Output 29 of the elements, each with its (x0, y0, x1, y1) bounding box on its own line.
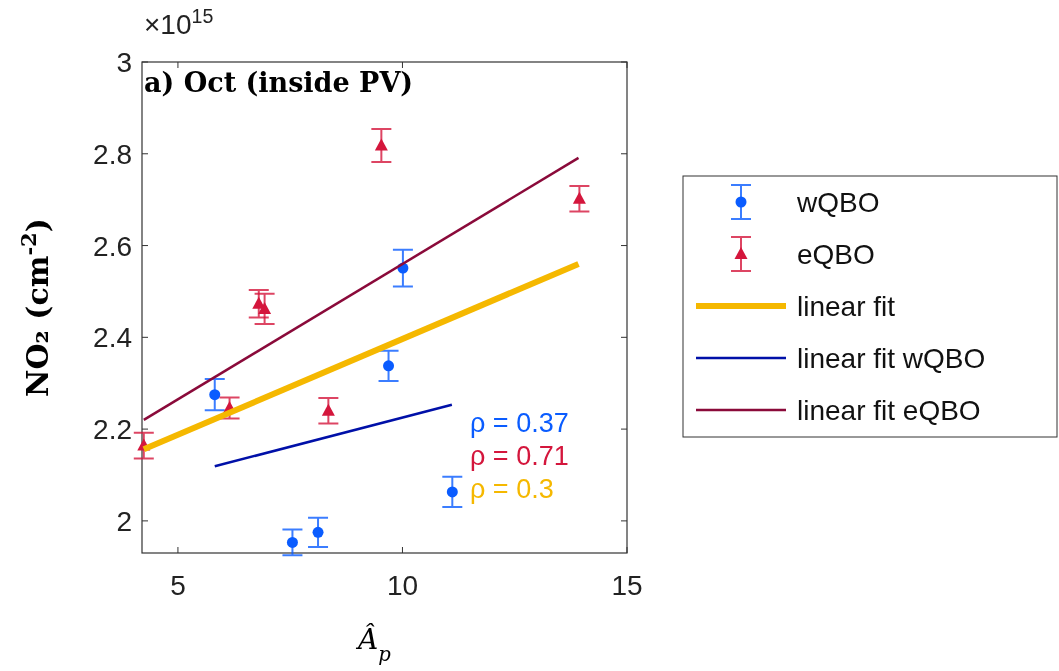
chart-title: a) Oct (inside PV) (144, 67, 414, 98)
legend-label: linear fit (797, 291, 896, 322)
y-tick-label: 2.6 (93, 230, 132, 262)
annotation: ρ = 0.37 (470, 408, 569, 438)
legend-label: wQBO (796, 187, 880, 218)
legend-label: linear fit eQBO (797, 395, 981, 426)
point (572, 191, 586, 204)
point (446, 486, 458, 498)
x-axis-title: Â$_{p}$ (355, 623, 392, 666)
point (321, 403, 335, 416)
point (209, 389, 221, 401)
point (286, 536, 298, 548)
annotation: ρ = 0.3 (470, 474, 554, 504)
y-tick-label: 2.2 (93, 414, 132, 446)
y-tick-label: 3 (116, 47, 132, 78)
y-tick-label: 2.4 (93, 322, 132, 354)
x-tick-label: 15 (611, 570, 643, 601)
point (258, 301, 272, 314)
x-tick-label: 10 (386, 570, 419, 601)
y-tick-label: 2 (116, 505, 132, 537)
x-tick-label: 5 (170, 570, 186, 601)
y-tick-label: 2.8 (93, 138, 132, 170)
legend-label: linear fit wQBO (797, 343, 986, 374)
legend-label: eQBO (797, 239, 875, 270)
annotation: ρ = 0.71 (470, 441, 569, 471)
point (374, 138, 388, 151)
text: ×10$^{15}$ (144, 5, 214, 40)
point (312, 526, 324, 538)
point (383, 360, 395, 372)
